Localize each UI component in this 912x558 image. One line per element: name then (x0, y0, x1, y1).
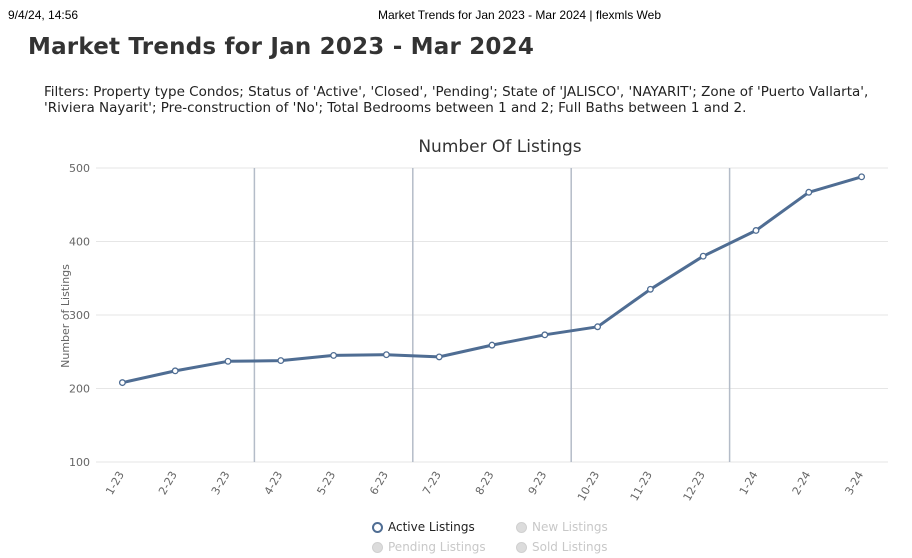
x-tick-label: 7-23 (420, 469, 444, 497)
legend-item-pending-listings[interactable]: Pending Listings (372, 540, 486, 554)
data-point (330, 351, 338, 359)
series-line (120, 175, 864, 385)
x-tick-label: 4-23 (262, 469, 286, 497)
print-header: 9/4/24, 14:56 Market Trends for Jan 2023… (8, 8, 904, 24)
page-title: Market Trends for Jan 2023 - Mar 2024 (28, 34, 535, 60)
legend-marker-icon (372, 521, 383, 533)
legend-marker-icon (372, 541, 383, 553)
x-axis-ticks: 1-23 2-23 3-23 4-23 5-23 6-23 7-23 8-23 9-23 10-2… (103, 469, 866, 503)
series-active-listings (118, 173, 866, 387)
x-tick-label: 2-23 (156, 469, 180, 497)
data-point (382, 351, 390, 359)
x-tick-label: 1-23 (103, 469, 127, 497)
chart-title: Number Of Listings (418, 137, 581, 157)
data-point (646, 285, 654, 293)
print-page-title: Market Trends for Jan 2023 - Mar 2024 | … (378, 8, 662, 22)
data-point (541, 331, 549, 339)
x-tick-label: 6-23 (367, 469, 391, 497)
legend-item-sold-listings[interactable]: Sold Listings (516, 540, 608, 554)
x-tick-label: 3-24 (842, 469, 866, 497)
x-tick-label: 11-23 (628, 469, 655, 503)
data-point (435, 353, 443, 361)
legend-label: Active Listings (388, 520, 475, 534)
data-point (118, 379, 126, 387)
data-point (699, 252, 707, 260)
y-tick-label: 100 (69, 456, 90, 469)
x-tick-label: 8-23 (473, 469, 497, 497)
legend-item-active-listings[interactable]: Active Listings (372, 520, 475, 534)
y-tick-label: 300 (69, 309, 90, 322)
legend-item-new-listings[interactable]: New Listings (516, 520, 608, 534)
x-tick-label: 9-23 (526, 469, 550, 497)
data-point (752, 227, 760, 234)
x-tick-label: 2-24 (790, 469, 814, 497)
x-tick-label: 5-23 (314, 469, 338, 497)
legend-label: Sold Listings (532, 540, 608, 554)
x-tick-label: 10-23 (575, 469, 602, 503)
data-point (805, 188, 813, 196)
legend-marker-icon (516, 521, 527, 533)
y-axis-ticks: 100 200 300 400 500 (69, 162, 90, 469)
data-point (171, 367, 179, 375)
x-tick-label: 12-23 (681, 469, 708, 503)
filters-description: Filters: Property type Condos; Status of… (44, 84, 869, 116)
y-tick-label: 500 (69, 162, 90, 175)
legend-label: New Listings (532, 520, 608, 534)
data-point (224, 357, 232, 365)
legend-label: Pending Listings (388, 540, 486, 554)
quarter-dividers (253, 168, 731, 462)
grid-lines (96, 167, 888, 463)
y-tick-label: 200 (69, 383, 90, 396)
y-axis-label: Number of Listings (59, 264, 72, 368)
data-point (277, 357, 285, 365)
data-point (858, 173, 866, 181)
y-tick-label: 400 (69, 236, 90, 249)
listings-line-chart: Number Of Listings Number of Listings 10… (59, 137, 888, 503)
chart-legend: Active Listings New Listings Pending Lis… (372, 520, 652, 556)
data-point (594, 323, 602, 331)
x-tick-label: 1-24 (737, 469, 761, 497)
print-datetime: 9/4/24, 14:56 (8, 8, 79, 22)
data-point (488, 341, 496, 349)
legend-marker-icon (516, 541, 527, 553)
x-tick-label: 3-23 (209, 469, 233, 497)
